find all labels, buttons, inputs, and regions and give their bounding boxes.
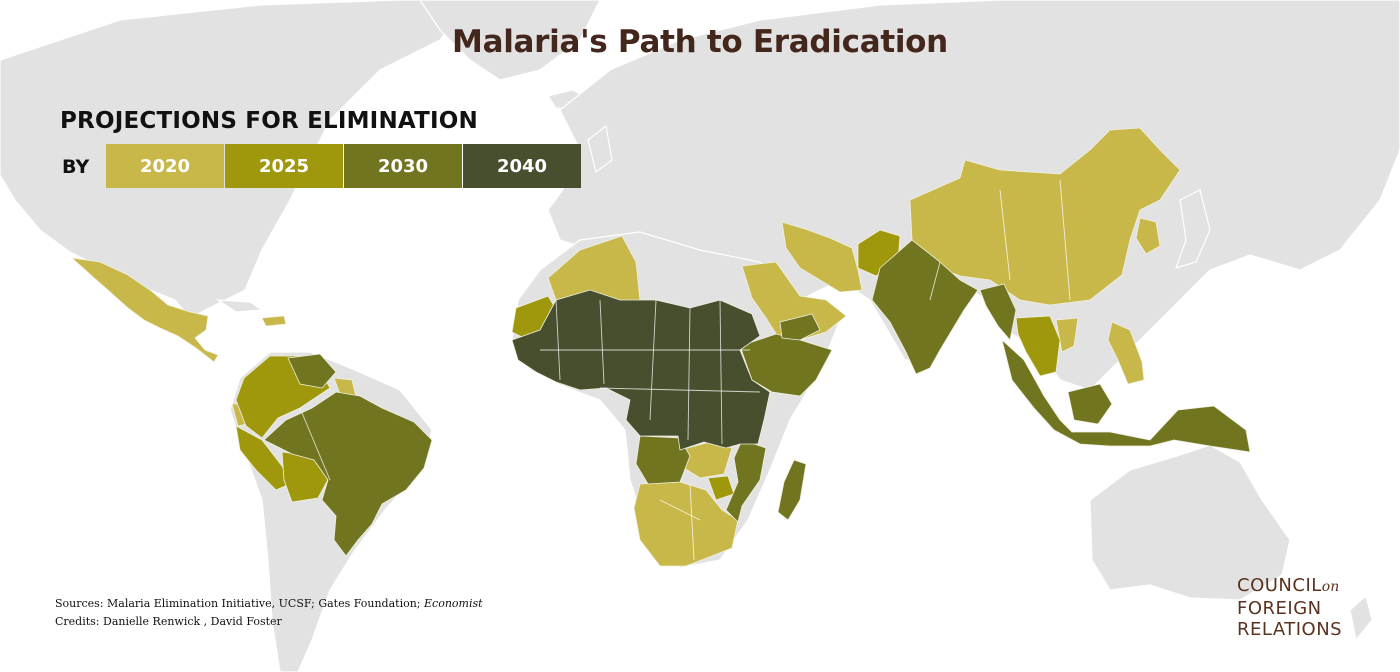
region-peru xyxy=(235,425,291,491)
legend-item-2025: 2025 xyxy=(225,144,343,188)
logo-line-3: RELATIONS xyxy=(1237,619,1343,640)
cfr-logo: COUNCILon FOREIGN RELATIONS xyxy=(1237,575,1377,640)
sources-block: Sources: Malaria Elimination Initiative,… xyxy=(55,595,483,631)
region-brazil xyxy=(263,391,433,557)
region-philippines xyxy=(1107,321,1145,385)
malaria-regions xyxy=(70,127,1251,567)
region-mexico xyxy=(70,257,219,363)
country-borders xyxy=(299,179,1071,561)
sources-line: Sources: Malaria Elimination Initiative,… xyxy=(55,595,483,613)
region-china xyxy=(909,127,1181,306)
cuba xyxy=(215,299,264,313)
region-indonesia xyxy=(1001,338,1251,453)
credits-line: Credits: Danielle Renwick , David Foster xyxy=(55,615,282,628)
region-iran xyxy=(781,221,863,293)
region-southern-africa xyxy=(633,481,739,567)
legend-item-2040: 2040 xyxy=(463,144,581,188)
region-venezuela xyxy=(287,353,337,389)
logo-line-1: COUNCILon xyxy=(1237,575,1377,598)
region-borneo xyxy=(1067,383,1113,425)
japan xyxy=(1175,189,1211,269)
logo-council: COUNCIL xyxy=(1237,575,1322,596)
logo-line-2: FOREIGN xyxy=(1237,598,1322,619)
legend-item-2030: 2030 xyxy=(344,144,462,188)
logo-on: on xyxy=(1321,579,1340,595)
region-india xyxy=(871,239,979,375)
region-se-asia-2025 xyxy=(1015,315,1061,377)
region-madagascar xyxy=(777,459,807,521)
legend: 2020 2025 2030 2040 xyxy=(106,144,582,188)
legend-item-2020: 2020 xyxy=(106,144,224,188)
region-myanmar xyxy=(979,283,1017,341)
britain xyxy=(587,124,613,174)
sources-text: Sources: Malaria Elimination Initiative,… xyxy=(55,597,424,610)
region-central-africa xyxy=(511,289,771,451)
sources-italic: Economist xyxy=(424,597,483,610)
region-hispaniola xyxy=(261,315,287,327)
region-mozambique xyxy=(725,439,767,523)
australia xyxy=(1089,444,1291,601)
new-zealand xyxy=(1349,594,1373,642)
region-arabia xyxy=(741,261,847,341)
region-korea xyxy=(1135,217,1161,255)
legend-by-label: BY xyxy=(62,156,90,178)
region-yemen xyxy=(779,313,821,341)
greenland xyxy=(419,0,601,81)
legend-heading: PROJECTIONS FOR ELIMINATION xyxy=(60,108,478,134)
page-title: Malaria's Path to Eradication xyxy=(452,24,948,60)
